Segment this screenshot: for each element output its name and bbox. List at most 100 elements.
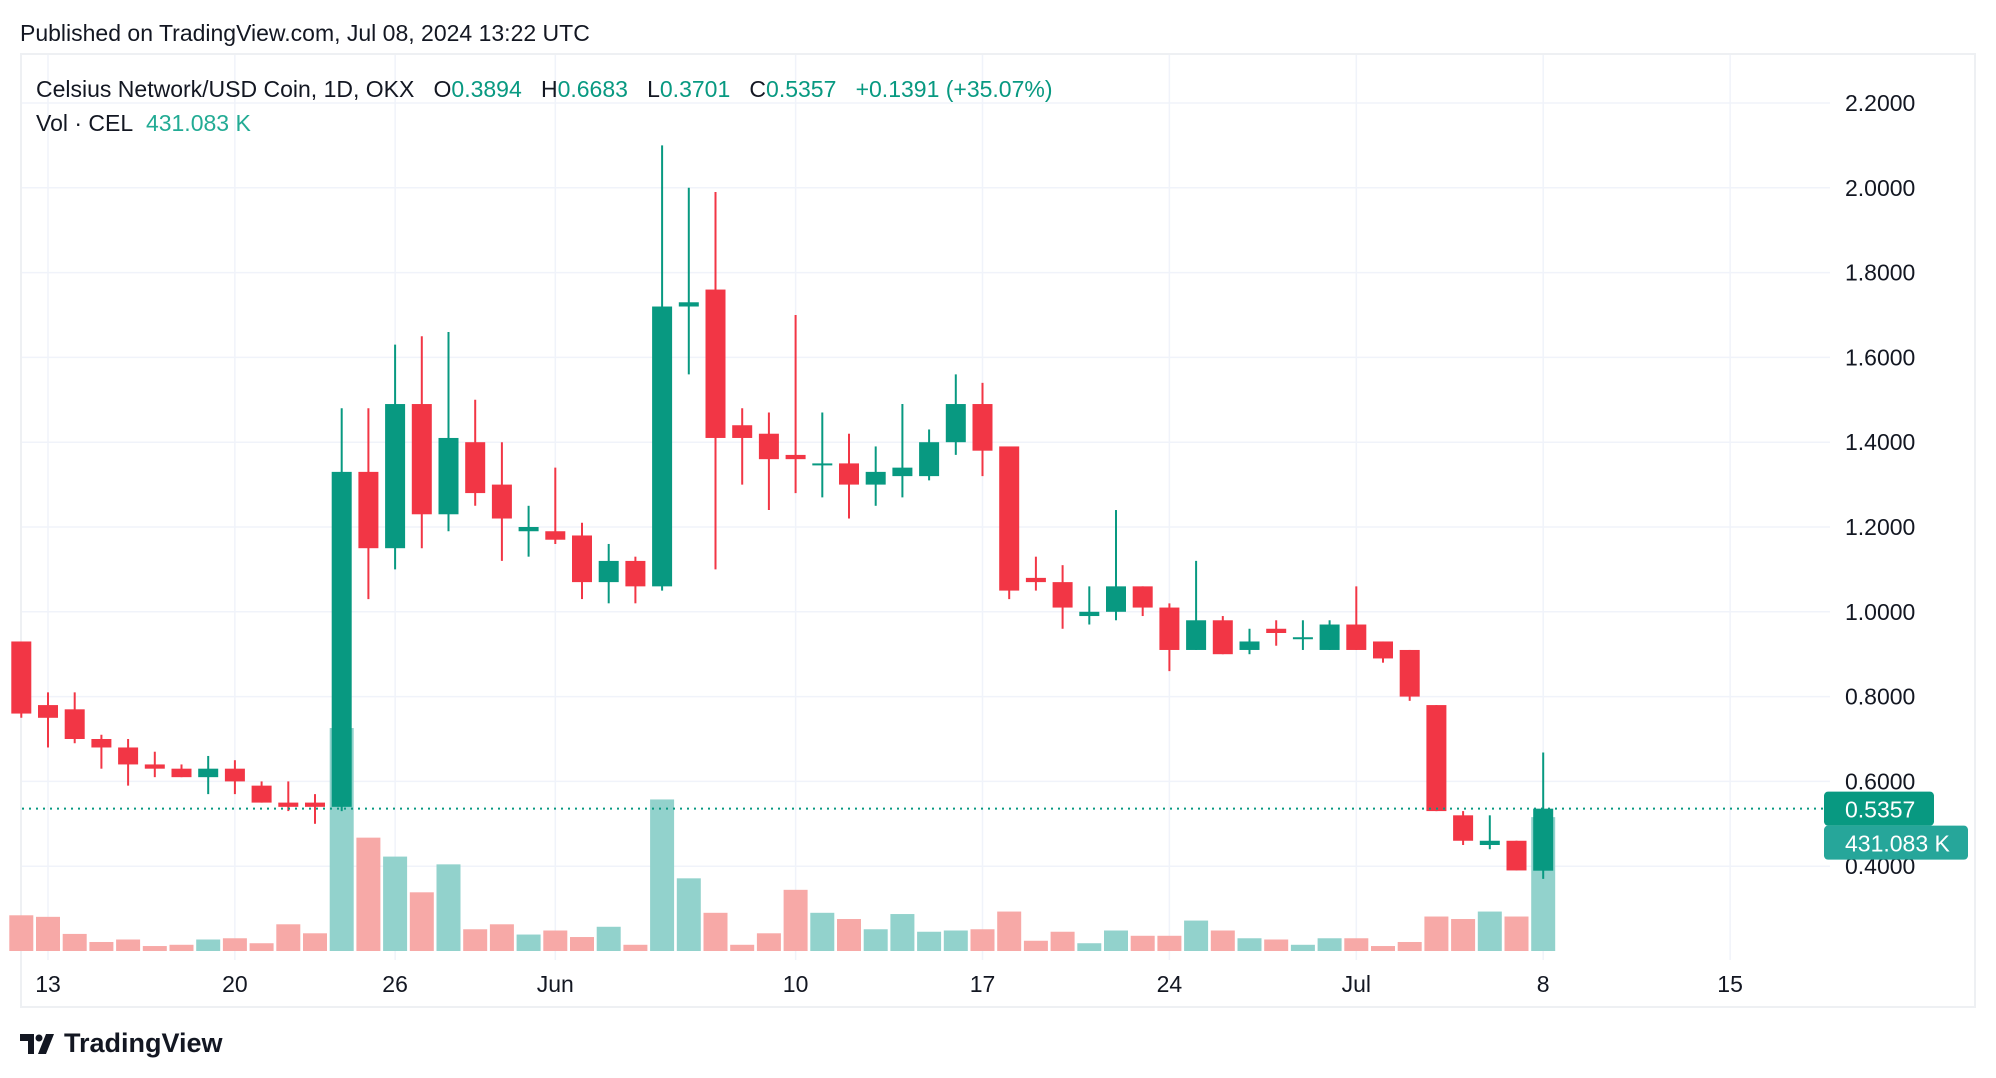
x-tick-label: Jun bbox=[537, 971, 574, 997]
candle-body bbox=[1025, 577, 1046, 583]
candle bbox=[331, 408, 352, 812]
symbol-title[interactable]: Celsius Network/USD Coin, 1D, OKX bbox=[36, 76, 415, 102]
x-tick-label: Jul bbox=[1342, 971, 1371, 997]
brand-name: TradingView bbox=[64, 1028, 223, 1058]
volume-bar bbox=[89, 941, 114, 951]
volume-bar bbox=[249, 943, 274, 951]
candle-body bbox=[64, 709, 85, 739]
x-tick-label: 17 bbox=[970, 971, 996, 997]
candle bbox=[465, 399, 486, 506]
candle bbox=[545, 467, 566, 544]
high-label: H bbox=[540, 76, 558, 102]
candle bbox=[1266, 620, 1287, 646]
candle-body bbox=[385, 404, 406, 549]
candle-body bbox=[999, 446, 1020, 591]
volume-value: 431.083 K bbox=[145, 110, 251, 136]
volume-bar bbox=[1157, 935, 1182, 951]
x-tick-label: 15 bbox=[1717, 971, 1743, 997]
candle-body bbox=[491, 484, 512, 519]
candle bbox=[1319, 620, 1340, 650]
candle bbox=[1453, 811, 1474, 845]
volume-bar bbox=[463, 929, 488, 951]
tradingview-logo[interactable]: TradingView bbox=[20, 1028, 223, 1059]
x-tick-label: 26 bbox=[382, 971, 408, 997]
candle-body bbox=[1132, 586, 1153, 608]
volume-bar bbox=[1477, 911, 1502, 951]
candle-body bbox=[732, 425, 753, 438]
volume-bar bbox=[543, 930, 568, 951]
candle bbox=[1292, 620, 1313, 650]
candle bbox=[1399, 649, 1420, 701]
close-value: 0.5357 bbox=[766, 76, 837, 102]
volume-label[interactable]: Vol · CEL bbox=[36, 110, 134, 136]
volume-bar bbox=[837, 919, 861, 951]
candle bbox=[945, 374, 966, 455]
volume-bar bbox=[1451, 919, 1476, 951]
volume-bar bbox=[650, 799, 675, 951]
candle-body bbox=[678, 302, 699, 307]
y-tick-label: 1.4000 bbox=[1845, 429, 1915, 455]
candle-body bbox=[1052, 582, 1073, 608]
change-value: +0.1391 (+35.07%) bbox=[855, 76, 1053, 102]
volume-bar bbox=[409, 892, 434, 951]
candle bbox=[705, 192, 726, 570]
volume-bar bbox=[997, 911, 1022, 951]
volume-bar bbox=[1264, 939, 1289, 951]
volume-bar bbox=[383, 856, 408, 951]
candle bbox=[198, 755, 219, 795]
candle-body bbox=[411, 404, 432, 515]
open-label: O bbox=[433, 76, 452, 102]
high-value: 0.6683 bbox=[557, 76, 628, 102]
volume-bar bbox=[703, 912, 728, 951]
candle-body bbox=[625, 560, 646, 587]
candle-body bbox=[785, 454, 806, 460]
candle bbox=[278, 781, 299, 812]
y-tick-label: 1.2000 bbox=[1845, 514, 1915, 540]
price-badge bbox=[1824, 791, 1934, 826]
candle-body bbox=[545, 531, 566, 540]
candle bbox=[892, 404, 913, 498]
candle-body bbox=[11, 641, 32, 714]
candle bbox=[1479, 815, 1500, 850]
candle-body bbox=[652, 306, 673, 587]
x-tick-label: 8 bbox=[1537, 971, 1550, 997]
candle-body bbox=[1239, 641, 1260, 650]
candle bbox=[1186, 560, 1207, 650]
volume-bar bbox=[1077, 943, 1102, 951]
candle bbox=[1079, 586, 1100, 625]
volume-legend: Vol · CEL 431.083 K bbox=[36, 110, 251, 137]
candle-body bbox=[1159, 607, 1180, 650]
candle bbox=[358, 408, 379, 600]
volume-bar bbox=[890, 914, 915, 951]
volume-bar bbox=[489, 924, 514, 951]
candle bbox=[1132, 586, 1153, 617]
volume-badge-text: 431.083 K bbox=[1845, 831, 1951, 857]
candle bbox=[572, 522, 592, 600]
candle-body bbox=[224, 768, 245, 782]
candle bbox=[1373, 641, 1393, 663]
candle bbox=[91, 734, 112, 769]
volume-bar bbox=[356, 837, 381, 951]
candle bbox=[1239, 628, 1260, 655]
candle-body bbox=[118, 747, 139, 765]
candle-body bbox=[1506, 840, 1527, 871]
candle bbox=[1426, 705, 1447, 812]
open-value: 0.3894 bbox=[451, 76, 522, 102]
candle-body bbox=[1426, 705, 1447, 812]
candle-body bbox=[865, 471, 886, 485]
candle bbox=[1212, 616, 1233, 655]
volume-bar bbox=[676, 878, 701, 951]
volume-bar bbox=[1317, 938, 1342, 951]
candle-body bbox=[598, 560, 619, 583]
candle bbox=[1346, 586, 1367, 650]
candle-body bbox=[1399, 649, 1420, 697]
candle bbox=[812, 412, 833, 498]
candle bbox=[625, 556, 646, 604]
volume-bar bbox=[1397, 941, 1422, 951]
candle bbox=[678, 187, 699, 375]
volume-bar bbox=[943, 930, 968, 951]
candle-body bbox=[945, 404, 966, 443]
volume-bar bbox=[276, 924, 301, 951]
candle-body bbox=[1373, 641, 1393, 659]
